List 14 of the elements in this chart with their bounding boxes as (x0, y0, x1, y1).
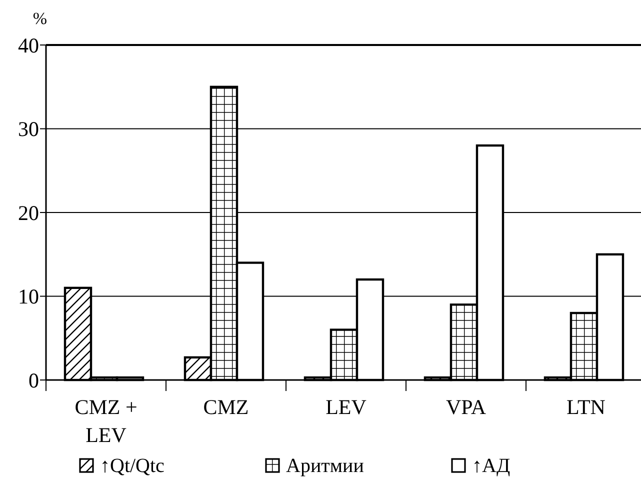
x-tick-label: VPA (446, 395, 487, 419)
x-tick-label: CMZ + LEV (74, 395, 138, 447)
legend-label: Аритмии (286, 455, 364, 477)
y-tick-label: 20 (18, 200, 39, 225)
y-tick-label: 10 (18, 284, 39, 309)
legend-label: ↑Qt/Qtc (100, 455, 165, 477)
x-tick-label: CMZ (203, 395, 249, 419)
x-tick-label: LTN (566, 395, 606, 419)
x-tick-label: LEV (326, 395, 366, 419)
y-tick-label: 0 (28, 368, 39, 392)
legend-label: ↑АД (472, 455, 510, 477)
y-tick-label: 30 (18, 117, 39, 142)
y-tick-label: 40 (18, 33, 39, 58)
y-axis-title: % (32, 9, 48, 28)
